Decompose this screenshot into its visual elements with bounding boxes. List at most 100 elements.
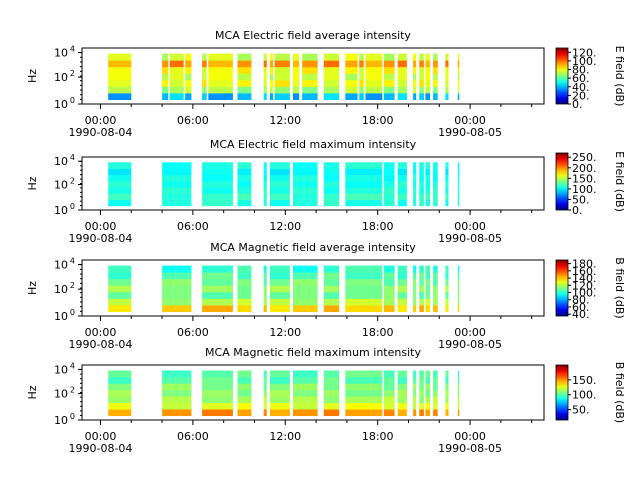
band-cell xyxy=(413,285,417,293)
x-tick-time: 00:00 xyxy=(454,430,486,443)
band-cell xyxy=(345,73,358,81)
band-cell xyxy=(383,370,395,378)
band-cell xyxy=(365,79,383,87)
band-cell xyxy=(169,73,184,81)
colorbar-tick-label: 60. xyxy=(572,72,590,85)
band-cell xyxy=(457,174,460,182)
band-cell xyxy=(425,66,430,74)
band-cell xyxy=(293,73,300,81)
colorbar-tick-label: 140. xyxy=(572,272,597,285)
band-cell xyxy=(345,168,383,176)
band-cell xyxy=(302,79,318,87)
band-cell xyxy=(169,60,184,68)
band-cell xyxy=(413,162,417,169)
data-block xyxy=(445,53,449,100)
band-cell xyxy=(263,86,267,94)
band-cell xyxy=(345,93,358,100)
data-block xyxy=(383,162,395,207)
band-cell xyxy=(263,60,267,68)
band-cell xyxy=(433,162,438,169)
band-cell xyxy=(162,53,169,61)
band-cell xyxy=(425,389,430,397)
band-cell xyxy=(269,291,290,299)
data-block xyxy=(383,370,395,416)
band-cell xyxy=(108,278,132,286)
data-block xyxy=(237,162,252,207)
band-cell xyxy=(302,53,318,61)
band-cell xyxy=(419,93,424,100)
colorbar-tick-label: 100. xyxy=(572,183,597,196)
y-tick-label: 10 xyxy=(54,283,68,296)
data-block xyxy=(397,370,407,416)
x-tick-time: 00:00 xyxy=(85,430,117,443)
band-cell xyxy=(445,402,449,410)
band-cell xyxy=(269,60,273,68)
band-cell xyxy=(208,66,233,74)
band-cell xyxy=(397,79,407,87)
band-cell xyxy=(413,376,417,384)
band-cell xyxy=(237,402,252,410)
band-cell xyxy=(269,402,290,410)
data-block xyxy=(359,53,364,100)
band-cell xyxy=(433,180,438,188)
colorbar-tick-label: 180. xyxy=(572,258,597,271)
band-cell xyxy=(419,53,424,61)
band-cell xyxy=(169,86,184,94)
band-cell xyxy=(413,93,417,100)
band-cell xyxy=(269,193,290,200)
band-cell xyxy=(445,162,449,169)
band-cell xyxy=(433,285,438,293)
band-cell xyxy=(323,60,340,68)
band-cell xyxy=(425,86,430,94)
band-cell xyxy=(397,383,407,391)
x-tick-time: 06:00 xyxy=(177,220,209,233)
band-cell xyxy=(397,187,407,194)
band-cell xyxy=(419,402,424,410)
band-cell xyxy=(425,272,430,280)
band-cell xyxy=(397,285,407,293)
band-cell xyxy=(419,162,424,169)
colorbar-tick-label: 40. xyxy=(572,308,590,321)
band-cell xyxy=(433,265,438,273)
data-block xyxy=(345,370,383,416)
band-cell xyxy=(108,168,132,176)
band-cell xyxy=(413,402,417,410)
band-cell xyxy=(445,86,449,94)
data-block xyxy=(162,370,192,416)
band-cell xyxy=(162,370,192,378)
band-cell xyxy=(457,272,460,280)
band-cell xyxy=(397,174,407,182)
band-cell xyxy=(413,73,417,81)
band-cell xyxy=(413,60,417,68)
band-cell xyxy=(237,53,252,61)
x-tick-time: 18:00 xyxy=(362,430,394,443)
band-cell xyxy=(419,73,424,81)
data-block xyxy=(413,53,417,100)
band-cell xyxy=(293,187,318,194)
band-cell xyxy=(108,79,132,87)
band-cell xyxy=(263,168,267,176)
band-cell xyxy=(202,73,207,81)
band-cell xyxy=(162,73,169,81)
x-tick-time: 18:00 xyxy=(362,326,394,339)
band-cell xyxy=(237,389,252,397)
band-cell xyxy=(345,79,358,87)
band-cell xyxy=(237,174,252,182)
band-cell xyxy=(263,53,267,61)
band-cell xyxy=(445,265,449,273)
x-tick-time: 12:00 xyxy=(269,114,301,127)
band-cell xyxy=(383,396,395,404)
band-cell xyxy=(237,370,252,378)
band-cell xyxy=(433,187,438,194)
band-cell xyxy=(419,79,424,87)
band-cell xyxy=(445,180,449,188)
band-cell xyxy=(457,73,460,81)
data-block xyxy=(162,162,192,207)
x-tick-time: 00:00 xyxy=(454,220,486,233)
data-block xyxy=(293,370,318,416)
band-cell xyxy=(425,180,430,188)
spectrogram-panel-4: MCA Magnetic field maximum intensity Hz 10… xyxy=(26,346,626,455)
band-cell xyxy=(108,187,132,194)
band-cell xyxy=(269,396,290,404)
